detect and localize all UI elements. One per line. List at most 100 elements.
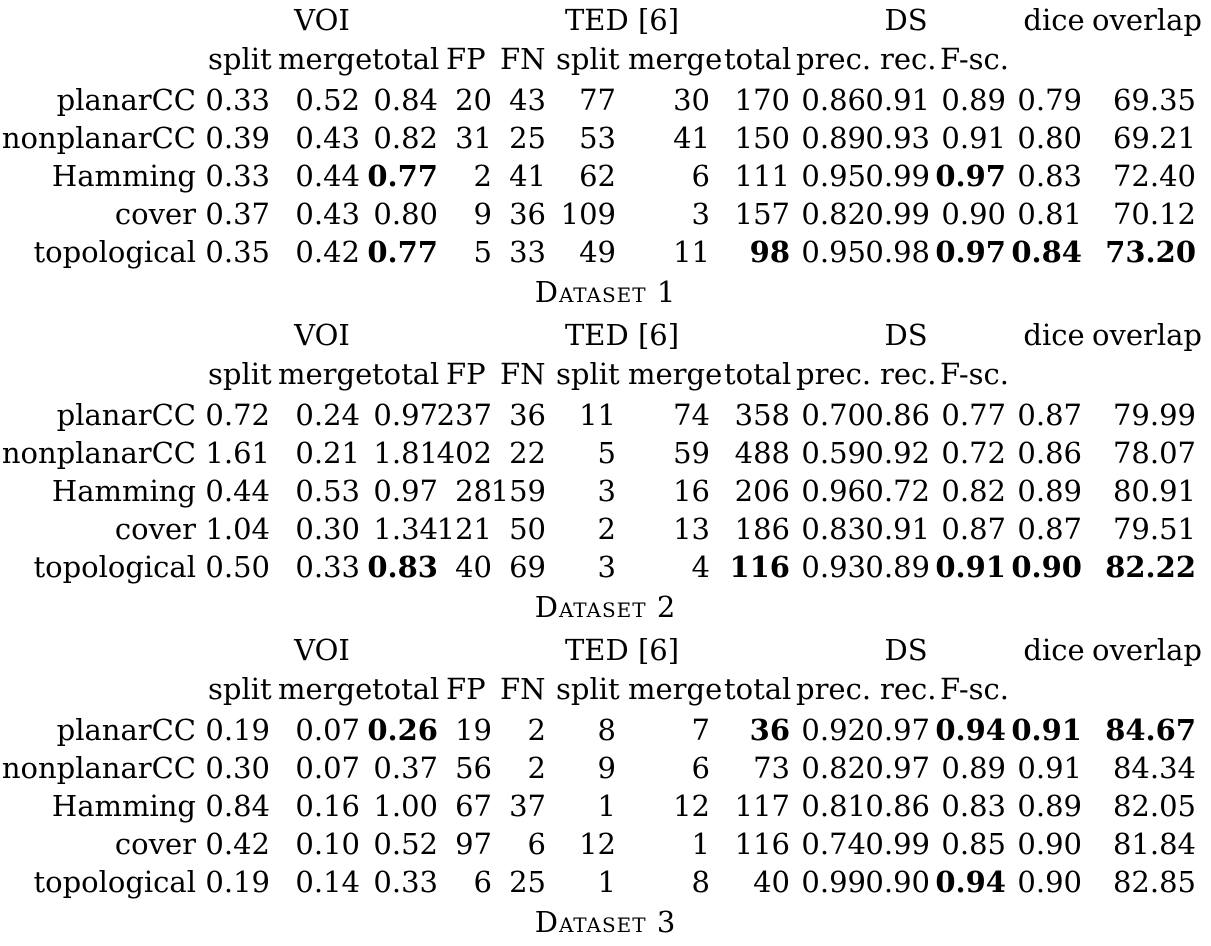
sub-header: rec.: [880, 672, 937, 706]
table-cell: 1.00: [373, 789, 438, 823]
table-cell: 0.91: [941, 121, 1006, 155]
table-cell: 0.99: [865, 827, 930, 861]
table-cell: 41: [509, 159, 546, 193]
table-cell: 0.83: [367, 550, 438, 584]
sub-header: merge: [628, 357, 723, 391]
table-cell: 78.07: [1112, 436, 1196, 470]
table-cell: 28: [455, 474, 492, 508]
row-label: planarCC: [56, 713, 196, 747]
group-header-overlap: overlap: [1092, 3, 1202, 37]
table-cell: 6: [473, 865, 492, 899]
table-cell: 0.86: [865, 398, 930, 432]
table-cell: 0.97: [935, 235, 1006, 269]
group-header-overlap: overlap: [1092, 318, 1202, 352]
table-cell: 2: [597, 512, 616, 546]
table-cell: 84.34: [1112, 751, 1196, 785]
table-cell: 186: [734, 512, 790, 546]
sub-header: FP: [446, 42, 486, 76]
table-cell: 2: [527, 751, 546, 785]
row-label: cover: [114, 827, 196, 861]
table-cell: 9: [473, 197, 492, 231]
table-cell: 0.74: [801, 827, 866, 861]
table-cell: 0.99: [865, 197, 930, 231]
table-cell: 0.85: [941, 827, 1006, 861]
table-cell: 0.89: [1017, 789, 1082, 823]
sub-header: rec.: [880, 357, 937, 391]
table-cell: 9: [597, 751, 616, 785]
table-cell: 0.82: [801, 197, 866, 231]
table-cell: 6: [691, 751, 710, 785]
table-cell: 0.42: [295, 235, 360, 269]
table-cell: 25: [509, 865, 546, 899]
table-cell: 0.30: [295, 512, 360, 546]
table-cell: 36: [509, 398, 546, 432]
table-cell: 0.80: [373, 197, 438, 231]
row-label: cover: [114, 512, 196, 546]
table-cell: 0.90: [941, 197, 1006, 231]
table-cell: 0.92: [801, 713, 866, 747]
table-cell: 1.61: [205, 436, 270, 470]
table-block: VOI TED [6] DS dice overlap split merge total FP…: [0, 630, 1211, 946]
group-header-voi: VOI: [294, 3, 350, 37]
table-cell: 0.33: [373, 865, 438, 899]
table-cell: 0.84: [1011, 235, 1082, 269]
table-cell: 82.22: [1105, 550, 1196, 584]
row-label: planarCC: [56, 398, 196, 432]
sub-header: FN: [500, 672, 546, 706]
table-cell: 97: [455, 827, 492, 861]
row-label: nonplanarCC: [1, 121, 196, 155]
table-cell: 31: [455, 121, 492, 155]
table-cell: 62: [579, 159, 616, 193]
table-cell: 0.87: [941, 512, 1006, 546]
sub-header: merge: [628, 672, 723, 706]
table-cell: 0.80: [1017, 121, 1082, 155]
table-cell: 79.99: [1112, 398, 1196, 432]
table-cell: 70.12: [1112, 197, 1196, 231]
table-block: VOI TED [6] DS dice overlap split merge total FP…: [0, 315, 1211, 631]
table-cell: 56: [455, 751, 492, 785]
sub-header: F-sc.: [940, 672, 1009, 706]
table-cell: 5: [597, 436, 616, 470]
sub-header: total: [724, 42, 792, 76]
table-cell: 0.84: [373, 83, 438, 117]
table-cell: 40: [455, 550, 492, 584]
table-cell: 33: [509, 235, 546, 269]
table-cell: 0.39: [205, 121, 270, 155]
table-cell: 109: [560, 197, 616, 231]
table-cell: 84.67: [1105, 713, 1196, 747]
table-cell: 69.35: [1112, 83, 1196, 117]
table-cell: 0.42: [205, 827, 270, 861]
table-cell: 157: [734, 197, 790, 231]
table-cell: 0.79: [1017, 83, 1082, 117]
table-cell: 79.51: [1112, 512, 1196, 546]
table-cell: 0.77: [367, 159, 438, 193]
table-cell: 0.87: [1017, 512, 1082, 546]
sub-header: merge: [628, 42, 723, 76]
table-cell: 0.97: [865, 713, 930, 747]
table-cell: 0.91: [1011, 713, 1082, 747]
table-cell: 0.95: [801, 159, 866, 193]
table-cell: 0.33: [205, 83, 270, 117]
table-cell: 0.53: [295, 474, 360, 508]
table-cell: 11: [579, 398, 616, 432]
table-cell: 0.90: [1011, 550, 1082, 584]
table-cell: 0.37: [205, 197, 270, 231]
table-cell: 11: [673, 235, 710, 269]
table-cell: 0.50: [205, 550, 270, 584]
table-cell: 0.35: [205, 235, 270, 269]
table-cell: 0.52: [373, 827, 438, 861]
table-cell: 0.59: [801, 436, 866, 470]
table-cell: 0.90: [1017, 865, 1082, 899]
sub-header: total: [724, 357, 792, 391]
sub-header: FN: [500, 42, 546, 76]
table-cell: 0.93: [801, 550, 866, 584]
row-label: topological: [33, 865, 196, 899]
sub-header: FN: [500, 357, 546, 391]
table-cell: 20: [455, 83, 492, 117]
table-cell: 0.93: [865, 121, 930, 155]
table-cell: 0.72: [865, 474, 930, 508]
table-cell: 237: [436, 398, 492, 432]
table-cell: 59: [673, 436, 710, 470]
row-label: Hamming: [51, 159, 196, 193]
table-cell: 77: [579, 83, 616, 117]
